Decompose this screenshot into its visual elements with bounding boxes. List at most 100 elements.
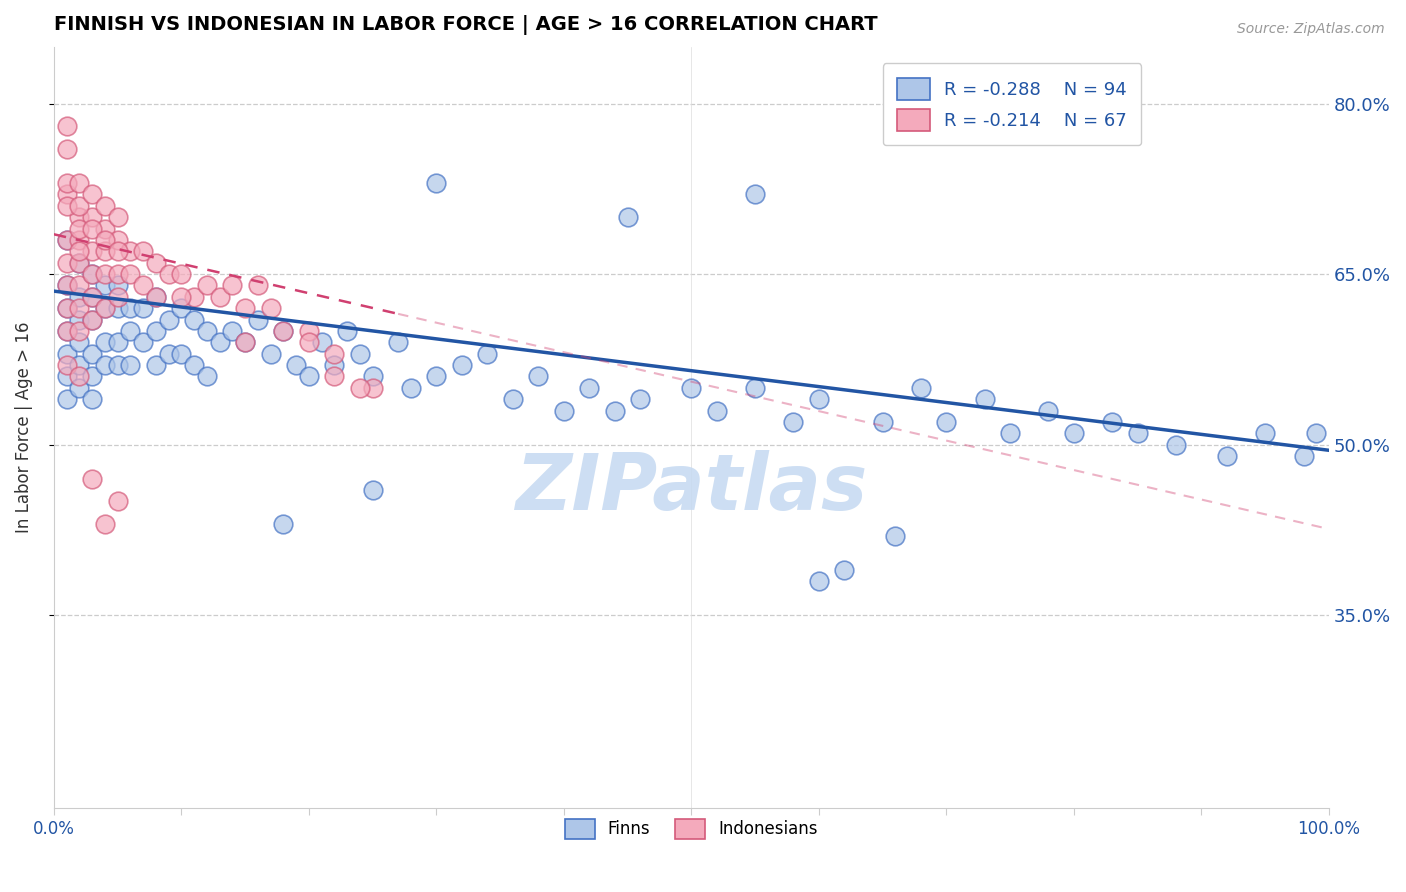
- Point: [807, 392, 830, 406]
- Text: Source: ZipAtlas.com: Source: ZipAtlas.com: [1237, 22, 1385, 37]
- Point: [80, 312, 103, 326]
- Point: [807, 574, 830, 588]
- Point: [273, 324, 295, 338]
- Point: [107, 494, 129, 508]
- Point: [67, 324, 90, 338]
- Point: [273, 324, 295, 338]
- Point: [578, 381, 600, 395]
- Point: [935, 415, 957, 429]
- Point: [298, 324, 321, 338]
- Point: [107, 301, 129, 315]
- Point: [323, 346, 346, 360]
- Point: [80, 221, 103, 235]
- Point: [80, 392, 103, 406]
- Point: [311, 335, 333, 350]
- Point: [973, 392, 995, 406]
- Point: [387, 335, 409, 350]
- Point: [55, 176, 77, 190]
- Point: [94, 517, 117, 532]
- Point: [94, 335, 117, 350]
- Point: [67, 211, 90, 225]
- Point: [527, 369, 550, 384]
- Point: [67, 233, 90, 247]
- Point: [195, 369, 218, 384]
- Point: [336, 324, 359, 338]
- Point: [107, 211, 129, 225]
- Point: [233, 301, 256, 315]
- Point: [55, 142, 77, 156]
- Point: [145, 255, 167, 269]
- Point: [145, 358, 167, 372]
- Point: [67, 199, 90, 213]
- Point: [67, 335, 90, 350]
- Point: [132, 301, 155, 315]
- Point: [323, 369, 346, 384]
- Point: [259, 301, 281, 315]
- Point: [132, 335, 155, 350]
- Point: [183, 358, 205, 372]
- Point: [94, 301, 117, 315]
- Point: [120, 267, 142, 281]
- Point: [273, 517, 295, 532]
- Point: [298, 335, 321, 350]
- Point: [1164, 437, 1187, 451]
- Point: [681, 381, 703, 395]
- Point: [132, 244, 155, 259]
- Point: [145, 290, 167, 304]
- Point: [80, 369, 103, 384]
- Point: [233, 335, 256, 350]
- Point: [55, 392, 77, 406]
- Point: [67, 221, 90, 235]
- Point: [67, 176, 90, 190]
- Point: [67, 312, 90, 326]
- Point: [67, 255, 90, 269]
- Point: [744, 187, 766, 202]
- Point: [94, 358, 117, 372]
- Point: [399, 381, 422, 395]
- Point: [157, 312, 180, 326]
- Point: [285, 358, 308, 372]
- Point: [55, 233, 77, 247]
- Point: [195, 278, 218, 293]
- Point: [80, 211, 103, 225]
- Point: [157, 267, 180, 281]
- Point: [67, 255, 90, 269]
- Point: [67, 244, 90, 259]
- Point: [94, 244, 117, 259]
- Point: [872, 415, 894, 429]
- Point: [425, 176, 447, 190]
- Point: [80, 267, 103, 281]
- Point: [706, 403, 728, 417]
- Point: [145, 290, 167, 304]
- Point: [67, 358, 90, 372]
- Point: [55, 358, 77, 372]
- Point: [145, 324, 167, 338]
- Point: [628, 392, 651, 406]
- Point: [94, 221, 117, 235]
- Point: [55, 255, 77, 269]
- Point: [94, 301, 117, 315]
- Point: [1254, 426, 1277, 441]
- Point: [884, 528, 907, 542]
- Point: [55, 301, 77, 315]
- Point: [55, 120, 77, 134]
- Point: [80, 267, 103, 281]
- Point: [157, 346, 180, 360]
- Point: [183, 312, 205, 326]
- Point: [107, 244, 129, 259]
- Point: [361, 483, 384, 497]
- Point: [233, 335, 256, 350]
- Point: [80, 244, 103, 259]
- Point: [80, 472, 103, 486]
- Point: [323, 358, 346, 372]
- Point: [259, 346, 281, 360]
- Point: [298, 369, 321, 384]
- Text: FINNISH VS INDONESIAN IN LABOR FORCE | AGE > 16 CORRELATION CHART: FINNISH VS INDONESIAN IN LABOR FORCE | A…: [53, 15, 877, 35]
- Point: [834, 563, 856, 577]
- Point: [502, 392, 524, 406]
- Point: [246, 278, 269, 293]
- Point: [55, 199, 77, 213]
- Point: [195, 324, 218, 338]
- Point: [208, 335, 231, 350]
- Point: [1216, 449, 1239, 463]
